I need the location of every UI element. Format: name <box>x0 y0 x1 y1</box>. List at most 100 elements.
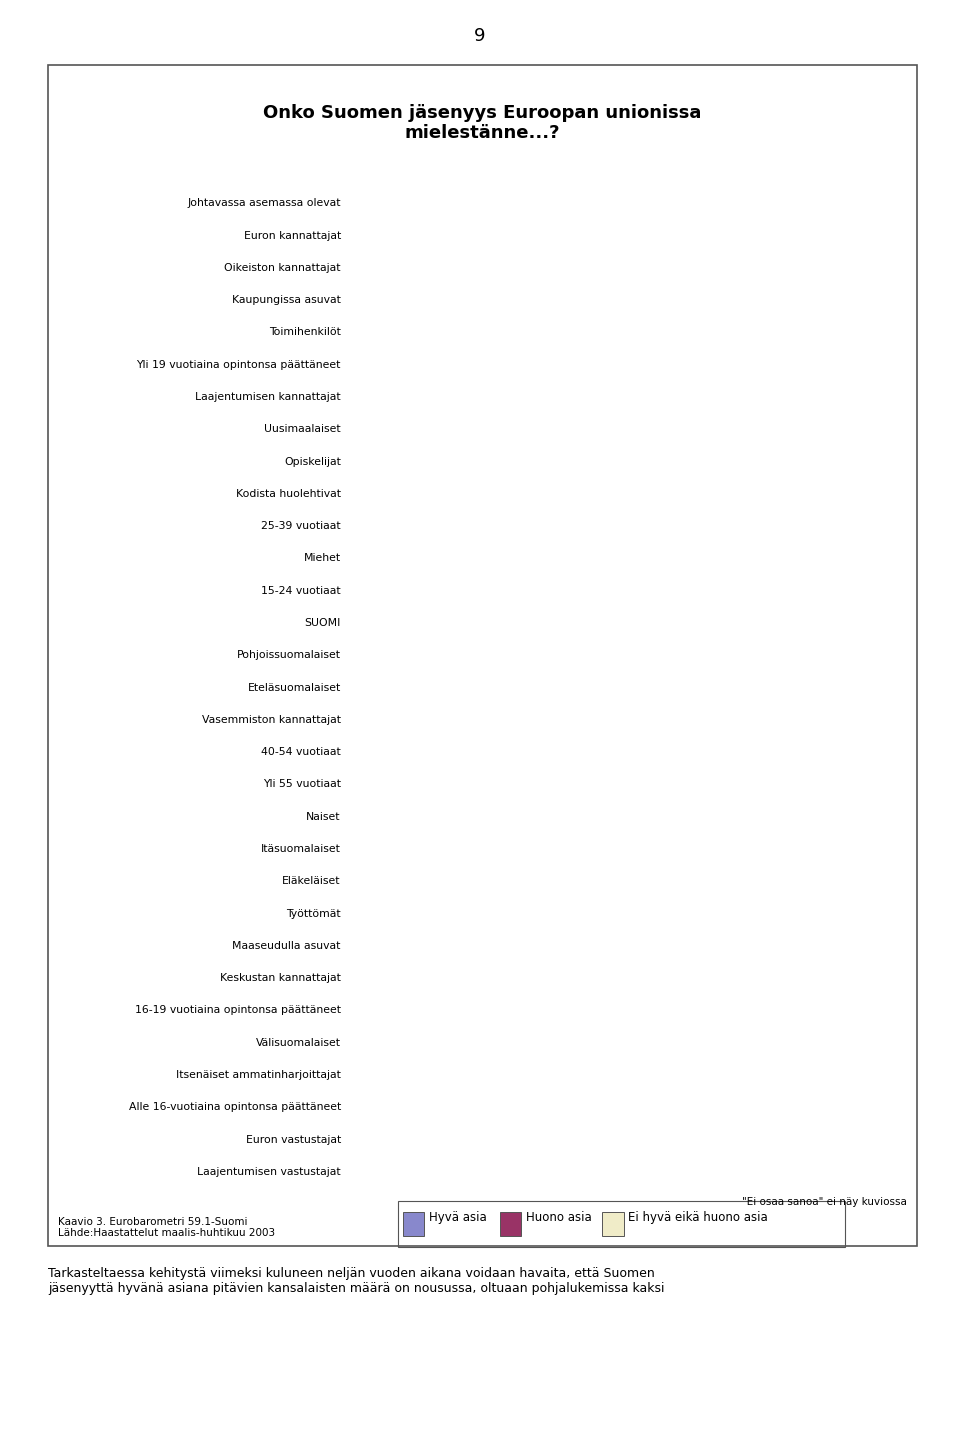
Bar <box>605 262 637 284</box>
Bar <box>633 766 798 788</box>
Bar <box>652 707 806 727</box>
Text: 28%: 28% <box>540 1097 565 1107</box>
Bar <box>539 766 633 788</box>
Text: 19%: 19% <box>547 1008 572 1018</box>
Bar <box>642 1032 816 1054</box>
Text: Maaseudulla asuvat: Maaseudulla asuvat <box>232 940 341 950</box>
Text: 33%: 33% <box>717 713 742 723</box>
Bar <box>350 1002 516 1024</box>
Text: Onko Suomen jäsenyys Euroopan unionissa
mielestänne...?: Onko Suomen jäsenyys Euroopan unionissa … <box>263 104 702 143</box>
Bar <box>350 1061 492 1083</box>
Bar <box>543 736 647 757</box>
Text: 21%: 21% <box>562 860 587 870</box>
Text: 52.0%: 52.0% <box>455 357 491 367</box>
Bar <box>581 410 642 432</box>
Text: 35%: 35% <box>703 772 728 782</box>
Bar <box>652 292 811 314</box>
Bar <box>642 410 811 432</box>
Text: 41%: 41% <box>703 1097 728 1107</box>
Text: 9.0%: 9.0% <box>357 1128 386 1136</box>
Bar <box>350 795 534 816</box>
Bar <box>350 292 605 314</box>
Text: 34%: 34% <box>719 564 744 575</box>
Text: 49.0%: 49.0% <box>447 445 484 455</box>
Text: 42%: 42% <box>691 593 716 603</box>
Text: Opiskelijat: Opiskelijat <box>284 456 341 467</box>
Text: Vasemmiston kannattajat: Vasemmiston kannattajat <box>202 714 341 724</box>
Bar <box>548 648 647 668</box>
Bar <box>350 528 566 550</box>
Text: Oikeiston kannattajat: Oikeiston kannattajat <box>225 264 341 274</box>
Bar <box>548 677 633 698</box>
Bar <box>657 380 811 402</box>
Text: 46%: 46% <box>700 505 726 516</box>
Text: 9: 9 <box>474 27 486 45</box>
Bar <box>529 825 605 847</box>
Text: 22%: 22% <box>588 713 612 723</box>
Bar <box>595 351 647 373</box>
Text: "Ei osaa sanoa" ei näy kuviossa: "Ei osaa sanoa" ei näy kuviossa <box>742 1198 907 1207</box>
Bar <box>350 914 519 935</box>
Text: Johtavassa asemassa olevat: Johtavassa asemassa olevat <box>187 199 341 209</box>
Text: Eteläsuomalaiset: Eteläsuomalaiset <box>248 683 341 693</box>
Text: 46.0%: 46.0% <box>441 564 477 575</box>
Bar <box>487 1092 618 1113</box>
Text: 13%: 13% <box>599 445 624 455</box>
Text: 19%: 19% <box>552 949 577 959</box>
Text: 35%: 35% <box>708 890 732 900</box>
Bar <box>350 321 595 343</box>
Text: Huono asia: Huono asia <box>526 1211 591 1224</box>
Text: Toimihenkilöt: Toimihenkilöt <box>269 327 341 337</box>
Bar <box>350 648 548 668</box>
Text: 36%: 36% <box>714 416 739 426</box>
Text: 16-19 vuotiaina opintonsa päättäneet: 16-19 vuotiaina opintonsa päättäneet <box>134 1005 341 1015</box>
Bar <box>605 500 821 521</box>
Bar <box>350 677 548 698</box>
Bar <box>516 1002 605 1024</box>
Text: Euron kannattajat: Euron kannattajat <box>244 230 341 240</box>
Text: 10%: 10% <box>606 327 631 337</box>
Text: 9%: 9% <box>593 475 611 485</box>
Bar <box>519 943 610 965</box>
Text: 16%: 16% <box>559 801 584 811</box>
Bar <box>548 618 628 639</box>
Bar <box>595 321 642 343</box>
Text: 35.0%: 35.0% <box>415 979 451 989</box>
Bar <box>534 795 610 816</box>
Bar <box>623 469 803 491</box>
Bar <box>566 559 652 580</box>
Text: 36%: 36% <box>709 268 734 278</box>
Text: Yli 55 vuotiaat: Yli 55 vuotiaat <box>263 779 341 789</box>
Text: 42.0%: 42.0% <box>431 652 468 662</box>
Text: Hyvä asia: Hyvä asia <box>429 1211 487 1224</box>
Bar <box>614 1061 788 1083</box>
Text: Laajentumisen kannattajat: Laajentumisen kannattajat <box>195 392 341 402</box>
Text: 36%: 36% <box>700 1128 725 1136</box>
Text: 35.0%: 35.0% <box>415 1038 451 1048</box>
Text: 35%: 35% <box>693 860 718 870</box>
Text: 33%: 33% <box>721 386 747 396</box>
Text: 20%: 20% <box>550 979 575 989</box>
Bar <box>350 441 581 461</box>
Text: 37.0%: 37.0% <box>420 890 456 900</box>
Bar <box>566 528 623 550</box>
Text: 20%: 20% <box>761 239 786 248</box>
Text: 37%: 37% <box>688 1067 713 1077</box>
Bar <box>647 736 811 757</box>
Text: 42.0%: 42.0% <box>431 713 468 723</box>
Text: Kodista huolehtivat: Kodista huolehtivat <box>236 490 341 498</box>
Text: 27%: 27% <box>566 1038 591 1048</box>
Text: Itsenäiset ammatinharjoittajat: Itsenäiset ammatinharjoittajat <box>176 1070 341 1080</box>
Text: 26%: 26% <box>540 1067 565 1077</box>
Bar <box>633 677 798 698</box>
Text: 49.0%: 49.0% <box>447 416 484 426</box>
Text: 20%: 20% <box>573 772 598 782</box>
Text: 24%: 24% <box>568 890 593 900</box>
Bar <box>524 884 637 906</box>
Bar <box>350 500 566 521</box>
Bar <box>610 973 803 995</box>
Bar <box>350 618 548 639</box>
Text: 34%: 34% <box>719 298 744 308</box>
Bar <box>350 262 605 284</box>
Bar <box>652 233 727 253</box>
